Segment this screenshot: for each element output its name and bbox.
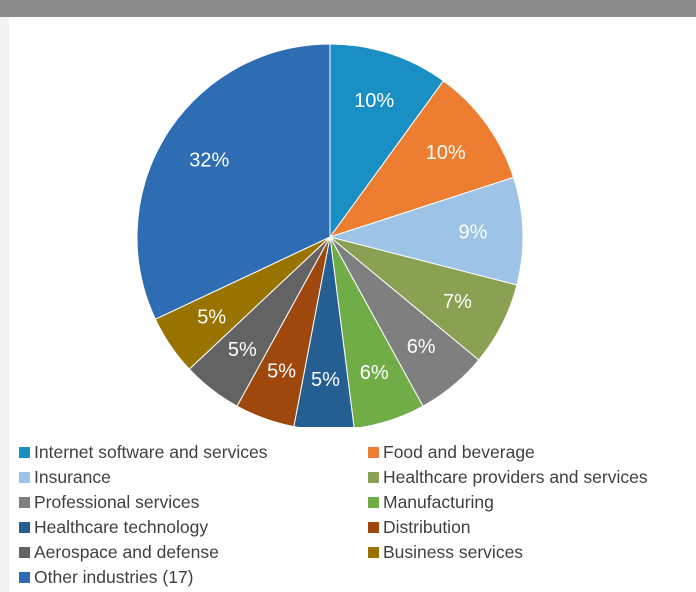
legend-label-5: Manufacturing xyxy=(383,492,494,512)
legend-item-7: Distribution xyxy=(368,515,471,540)
legend-swatch-8 xyxy=(19,547,30,558)
legend-swatch-3 xyxy=(368,472,379,483)
pie-chart: 10%10%9%7%6%6%5%5%5%5%32% xyxy=(136,43,524,427)
legend-label-9: Business services xyxy=(383,542,524,562)
legend-label-4: Professional services xyxy=(34,492,200,512)
legend-item-8: Aerospace and defense xyxy=(19,540,219,565)
legend-item-0: Internet software and services xyxy=(19,440,267,465)
legend-label-1: Food and beverage xyxy=(383,442,535,462)
legend-item-1: Food and beverage xyxy=(368,440,535,465)
legend-label-7: Distribution xyxy=(383,517,471,537)
legend-label-0: Internet software and services xyxy=(34,442,268,462)
pie-data-label-10: 32% xyxy=(189,149,229,171)
pie-data-label-6: 5% xyxy=(311,369,340,391)
pie-data-label-8: 5% xyxy=(228,339,257,361)
legend-swatch-1 xyxy=(368,447,379,458)
legend-label-2: Insurance xyxy=(34,467,111,487)
legend-swatch-4 xyxy=(19,497,30,508)
legend-swatch-0 xyxy=(19,447,30,458)
legend-item-10: Other industries (17) xyxy=(19,565,194,590)
pie-data-label-4: 6% xyxy=(407,336,436,358)
legend-item-9: Business services xyxy=(368,540,523,565)
legend-item-3: Healthcare providers and services xyxy=(368,465,648,490)
legend-label-10: Other industries (17) xyxy=(34,567,194,587)
top-accent-bar xyxy=(0,0,696,17)
pie-data-label-9: 5% xyxy=(197,306,226,328)
pie-data-label-3: 7% xyxy=(443,291,472,313)
pie-slice-2 xyxy=(328,176,524,286)
pie-slice-0 xyxy=(329,43,445,239)
legend-item-5: Manufacturing xyxy=(368,490,494,515)
legend-swatch-6 xyxy=(19,522,30,533)
pie-data-label-0: 10% xyxy=(354,90,394,112)
legend-swatch-7 xyxy=(368,522,379,533)
legend-label-3: Healthcare providers and services xyxy=(383,467,648,487)
legend-item-4: Professional services xyxy=(19,490,199,515)
chart-panel: 10% 10% 9% 7% 6% 6% 5% 5% 5% 5% 32% Internet softw… xyxy=(9,17,696,592)
pie-slice-10 xyxy=(136,43,331,320)
pie-data-label-2: 9% xyxy=(458,222,487,244)
legend-label-8: Aerospace and defense xyxy=(34,542,219,562)
legend-swatch-10 xyxy=(19,572,30,583)
legend-swatch-9 xyxy=(368,547,379,558)
legend-item-6: Healthcare technology xyxy=(19,515,208,540)
pie-data-label-7: 5% xyxy=(267,361,296,383)
pie-data-label-1: 10% xyxy=(426,142,466,164)
legend-item-2: Insurance xyxy=(19,465,111,490)
legend-swatch-2 xyxy=(19,472,30,483)
pie-slice-1 xyxy=(328,80,515,238)
legend-label-6: Healthcare technology xyxy=(34,517,209,537)
legend-swatch-5 xyxy=(368,497,379,508)
pie-data-label-5: 6% xyxy=(360,362,389,384)
pie-slice-5 xyxy=(329,236,424,427)
